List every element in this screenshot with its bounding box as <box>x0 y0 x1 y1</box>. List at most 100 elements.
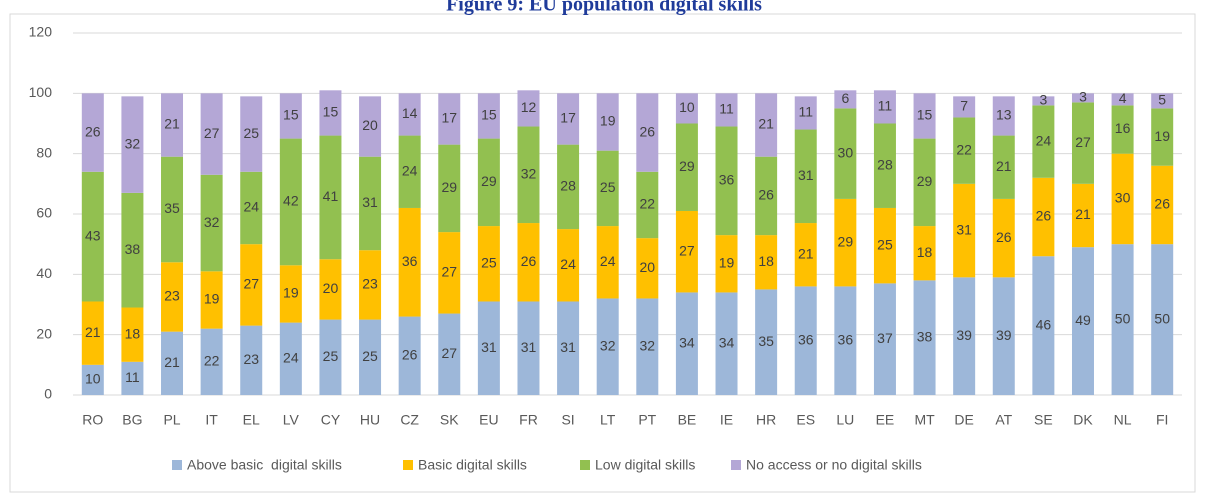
bar-segment <box>1111 244 1134 395</box>
bar-segment <box>992 198 1015 278</box>
data-label: 24 <box>600 253 616 269</box>
data-label: 43 <box>85 227 101 243</box>
legend-label: Low digital skills <box>595 457 695 473</box>
data-label: 32 <box>204 214 220 230</box>
data-label: 3 <box>1039 92 1047 108</box>
data-label: 36 <box>719 172 735 188</box>
bar-segment <box>121 361 144 395</box>
bar-segment <box>359 250 382 320</box>
data-label: 18 <box>125 325 141 341</box>
bar-segment <box>953 96 976 118</box>
data-label: 13 <box>996 107 1012 123</box>
data-label: 20 <box>362 117 378 133</box>
y-tick-label: 120 <box>29 24 53 40</box>
bar-segment <box>675 93 698 124</box>
data-label: 35 <box>758 333 774 349</box>
bar-segment <box>200 174 223 272</box>
bar-segment <box>1111 93 1134 106</box>
bar-segment <box>81 171 104 302</box>
bar-segment <box>81 93 104 172</box>
bar-segment <box>794 223 817 287</box>
y-tick-label: 40 <box>36 265 52 281</box>
x-tick-label: CY <box>321 412 341 428</box>
x-tick-label: DE <box>954 412 973 428</box>
data-label: 26 <box>1154 196 1170 212</box>
data-label: 19 <box>204 291 220 307</box>
bar-segment <box>1151 244 1174 395</box>
data-label: 38 <box>917 328 933 344</box>
legend-label: Above basic digital skills <box>187 457 342 473</box>
data-label: 11 <box>719 101 734 117</box>
bar-segment <box>319 319 342 395</box>
data-label: 26 <box>758 187 774 203</box>
y-tick-label: 100 <box>29 84 53 100</box>
data-label: 21 <box>758 116 774 132</box>
data-label: 42 <box>283 193 299 209</box>
bar-segment <box>755 156 778 236</box>
data-label: 49 <box>1075 312 1091 328</box>
bar-segment <box>240 96 263 172</box>
bar-segment <box>319 259 342 320</box>
bar-segment <box>121 96 144 193</box>
bar-segment <box>1111 153 1134 245</box>
bar-segment <box>636 238 659 299</box>
bar-segment <box>557 93 580 145</box>
x-tick-label: LU <box>836 412 854 428</box>
data-label: 36 <box>798 331 814 347</box>
bar-segment <box>359 319 382 395</box>
data-label: 26 <box>1036 208 1052 224</box>
data-label: 3 <box>1079 89 1087 105</box>
data-label: 29 <box>917 173 933 189</box>
data-label: 21 <box>85 324 101 340</box>
x-tick-label: ES <box>796 412 815 428</box>
x-tick-label: IT <box>205 412 218 428</box>
y-tick-label: 60 <box>36 205 52 221</box>
x-tick-label: NL <box>1114 412 1132 428</box>
bar-segment <box>1071 102 1094 184</box>
x-tick-label: SE <box>1034 412 1053 428</box>
bar-segment <box>596 93 619 151</box>
x-tick-label: BE <box>678 412 697 428</box>
data-label: 24 <box>402 162 418 178</box>
bar-segment <box>913 93 936 139</box>
data-label: 23 <box>164 288 180 304</box>
data-label: 31 <box>481 339 497 355</box>
bar-segment <box>477 226 500 302</box>
data-label: 46 <box>1036 316 1052 332</box>
data-label: 24 <box>560 256 576 272</box>
data-label: 29 <box>481 173 497 189</box>
data-label: 19 <box>283 285 299 301</box>
data-label: 39 <box>996 327 1012 343</box>
bar-segment <box>161 262 184 332</box>
bar-segment <box>438 93 461 145</box>
data-label: 25 <box>323 348 339 364</box>
bar-segment <box>834 90 857 109</box>
data-label: 31 <box>956 221 972 237</box>
bar-segment <box>873 283 896 395</box>
x-tick-label: SK <box>440 412 459 428</box>
bar-segment <box>675 210 698 293</box>
bar-segment <box>279 138 302 266</box>
data-label: 31 <box>798 167 814 183</box>
bar-segment <box>873 123 896 208</box>
x-tick-label: DK <box>1073 412 1093 428</box>
data-label: 22 <box>956 141 972 157</box>
data-label: 12 <box>521 99 537 115</box>
bar-segment <box>953 277 976 395</box>
data-label: 14 <box>402 105 418 121</box>
x-tick-label: EL <box>243 412 260 428</box>
data-label: 50 <box>1115 310 1131 326</box>
data-label: 19 <box>719 254 735 270</box>
bar-segment <box>715 93 738 127</box>
bar-segment <box>319 90 342 136</box>
data-label: 18 <box>917 244 933 260</box>
bar-segment <box>200 328 223 395</box>
bar-segment <box>161 93 184 157</box>
bar-segment <box>1071 183 1094 248</box>
chart-title: Figure 9: EU population digital skills <box>446 0 762 16</box>
data-label: 27 <box>441 345 457 361</box>
data-label: 21 <box>996 158 1012 174</box>
data-label: 19 <box>600 113 616 129</box>
bar-segment <box>438 313 461 395</box>
